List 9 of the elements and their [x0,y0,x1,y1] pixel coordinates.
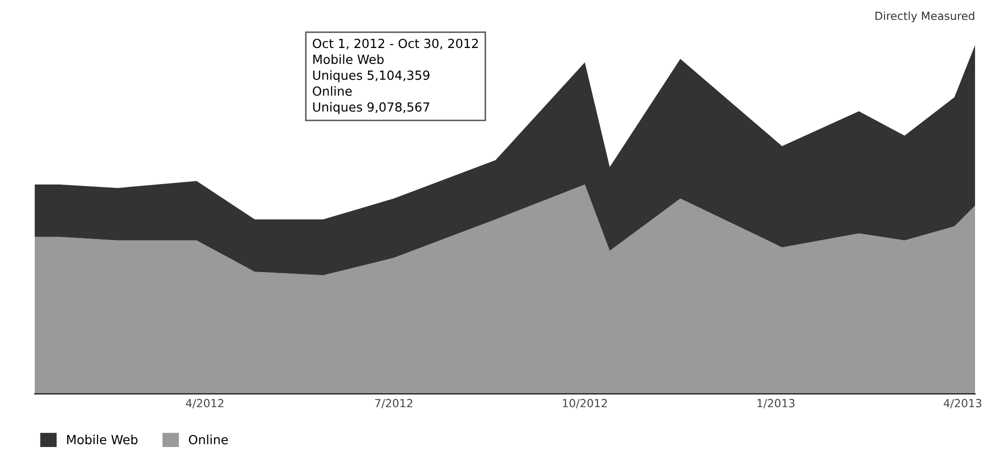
x-tick-label: 10/2012 [562,398,607,408]
x-tick-label: 4/2012 [186,398,224,408]
x-tick-label: 4/2013 [944,398,982,408]
x-tick-label: 1/2013 [758,398,794,408]
text: Directly Measured [876,11,974,22]
x-tick-label: 7/2012 [375,398,412,408]
legend-label: Mobile Web [67,434,138,444]
legend-label: Online [188,434,228,444]
annotation: Oct 1, 2012 - Oct 30, 2012 Mobile Web Uniques 5,104,359 Online Uniques 9,078,567 [312,38,478,114]
